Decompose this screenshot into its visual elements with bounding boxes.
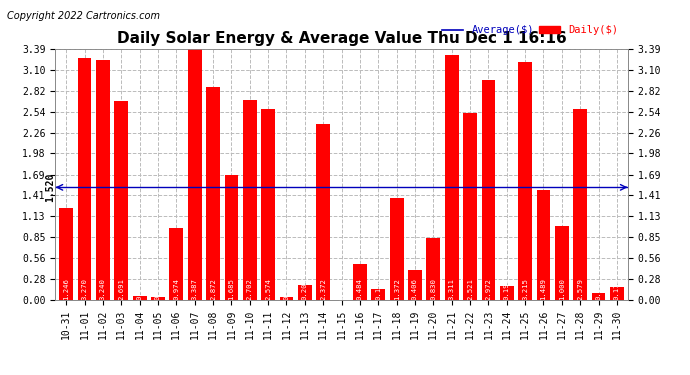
Bar <box>371 289 385 300</box>
Text: 1.520: 1.520 <box>45 172 55 202</box>
Text: Copyright 2022 Cartronics.com: Copyright 2022 Cartronics.com <box>7 11 160 21</box>
Text: 0.179: 0.179 <box>614 278 620 300</box>
Text: 3.215: 3.215 <box>522 278 528 300</box>
Bar <box>408 270 422 300</box>
Bar <box>390 198 404 300</box>
Bar <box>610 287 624 300</box>
Bar <box>262 109 275 300</box>
Bar <box>206 87 220 300</box>
Text: 0.049: 0.049 <box>137 278 143 300</box>
Text: 1.000: 1.000 <box>559 278 565 300</box>
Bar <box>279 297 293 300</box>
Bar <box>518 62 532 300</box>
Text: 0.000: 0.000 <box>339 278 344 300</box>
Bar <box>482 80 495 300</box>
Text: 0.207: 0.207 <box>302 278 308 300</box>
Text: 2.574: 2.574 <box>265 278 271 300</box>
Bar <box>555 226 569 300</box>
Text: 2.972: 2.972 <box>485 278 491 300</box>
Title: Daily Solar Energy & Average Value Thu Dec 1 16:16: Daily Solar Energy & Average Value Thu D… <box>117 31 566 46</box>
Bar <box>188 49 201 300</box>
Bar <box>537 190 551 300</box>
Text: 2.372: 2.372 <box>320 278 326 300</box>
Bar <box>170 228 184 300</box>
Bar <box>591 293 605 300</box>
Text: 0.406: 0.406 <box>412 278 418 300</box>
Text: 0.830: 0.830 <box>431 278 436 300</box>
Bar <box>224 175 238 300</box>
Text: 0.191: 0.191 <box>504 278 510 300</box>
Text: 2.579: 2.579 <box>577 278 583 300</box>
Bar <box>445 55 459 300</box>
Text: 0.150: 0.150 <box>375 278 382 300</box>
Bar <box>463 113 477 300</box>
Text: 2.702: 2.702 <box>247 278 253 300</box>
Text: 3.270: 3.270 <box>81 278 88 300</box>
Text: 2.691: 2.691 <box>118 278 124 300</box>
Bar <box>500 286 513 300</box>
Bar <box>78 58 92 300</box>
Bar <box>96 60 110 300</box>
Text: 2.521: 2.521 <box>467 278 473 300</box>
Text: 0.096: 0.096 <box>595 278 602 300</box>
Text: 3.311: 3.311 <box>448 278 455 300</box>
Text: 1.489: 1.489 <box>540 278 546 300</box>
Text: 1.372: 1.372 <box>393 278 400 300</box>
Text: 1.685: 1.685 <box>228 278 235 300</box>
Bar <box>59 208 73 300</box>
Bar <box>298 285 312 300</box>
Text: 0.974: 0.974 <box>173 278 179 300</box>
Text: 3.387: 3.387 <box>192 278 198 300</box>
Bar <box>426 238 440 300</box>
Bar <box>151 297 165 300</box>
Text: 0.047: 0.047 <box>284 278 290 300</box>
Bar <box>573 109 587 300</box>
Text: 0.044: 0.044 <box>155 278 161 300</box>
Bar <box>316 124 330 300</box>
Text: 2.872: 2.872 <box>210 278 216 300</box>
Text: 1.246: 1.246 <box>63 278 69 300</box>
Legend: Average($), Daily($): Average($), Daily($) <box>438 21 622 40</box>
Bar <box>353 264 367 300</box>
Text: 0.484: 0.484 <box>357 278 363 300</box>
Bar <box>115 100 128 300</box>
Bar <box>243 100 257 300</box>
Text: 3.240: 3.240 <box>100 278 106 300</box>
Bar <box>132 296 146 300</box>
